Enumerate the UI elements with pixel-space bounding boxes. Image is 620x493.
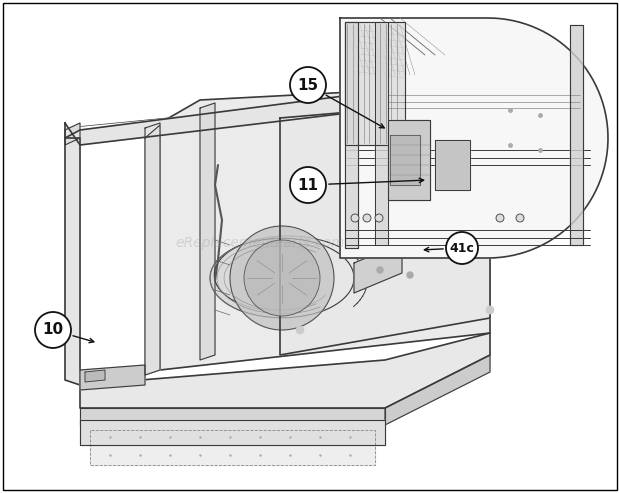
Polygon shape <box>345 22 405 145</box>
Circle shape <box>377 237 383 243</box>
Polygon shape <box>435 140 470 190</box>
Circle shape <box>437 237 443 243</box>
Polygon shape <box>375 22 388 245</box>
Polygon shape <box>160 90 490 370</box>
Circle shape <box>516 214 524 222</box>
Circle shape <box>446 232 478 264</box>
Circle shape <box>351 214 359 222</box>
Polygon shape <box>90 430 375 465</box>
Polygon shape <box>65 123 80 145</box>
Polygon shape <box>80 365 145 390</box>
Text: eReplacementParts.com: eReplacementParts.com <box>175 236 345 250</box>
Polygon shape <box>340 18 608 258</box>
Polygon shape <box>388 120 430 200</box>
Polygon shape <box>200 103 215 360</box>
Circle shape <box>35 312 71 348</box>
Circle shape <box>375 214 383 222</box>
Text: 15: 15 <box>298 77 319 93</box>
Polygon shape <box>145 123 160 375</box>
Circle shape <box>244 240 320 316</box>
Polygon shape <box>280 100 490 355</box>
Circle shape <box>290 67 326 103</box>
Circle shape <box>363 214 371 222</box>
Text: 41c: 41c <box>450 242 474 254</box>
Polygon shape <box>85 370 105 382</box>
Polygon shape <box>390 135 420 185</box>
Polygon shape <box>570 25 583 245</box>
Circle shape <box>296 326 304 334</box>
Polygon shape <box>345 22 358 248</box>
Circle shape <box>407 242 413 248</box>
Polygon shape <box>80 420 385 445</box>
Circle shape <box>290 167 326 203</box>
Text: 11: 11 <box>298 177 319 192</box>
Circle shape <box>230 226 334 330</box>
Text: 10: 10 <box>42 322 64 338</box>
Polygon shape <box>80 408 385 425</box>
Polygon shape <box>65 138 80 385</box>
Polygon shape <box>80 333 490 408</box>
Polygon shape <box>385 355 490 425</box>
Polygon shape <box>145 125 160 375</box>
Polygon shape <box>65 85 490 145</box>
Polygon shape <box>354 243 402 293</box>
Circle shape <box>407 272 413 278</box>
Circle shape <box>486 306 494 314</box>
Polygon shape <box>210 238 354 318</box>
Circle shape <box>496 214 504 222</box>
Circle shape <box>377 267 383 273</box>
